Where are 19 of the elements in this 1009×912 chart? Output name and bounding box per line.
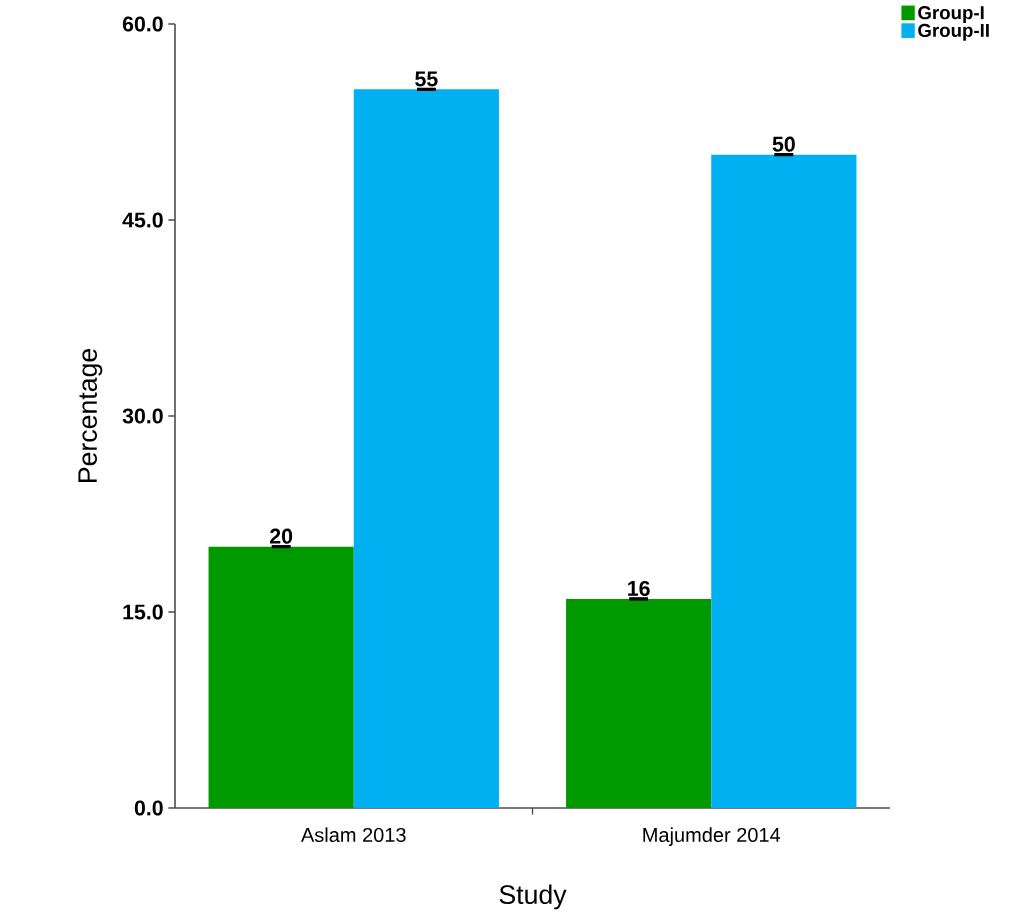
y-tick-label: 0.0: [134, 800, 163, 816]
x-tick-label: Aslam 2013: [300, 827, 406, 843]
y-axis-title: Percentage: [78, 349, 103, 482]
data-label: 55: [415, 71, 438, 87]
legend-label: Group-II: [918, 23, 989, 41]
x-tick-label: Majumder 2014: [643, 827, 781, 846]
data-label: 16: [628, 580, 650, 596]
bar: [711, 154, 857, 808]
y-tick-label: 45.0: [122, 212, 163, 228]
bar: [566, 598, 712, 808]
y-tick-label: 60.0: [122, 16, 163, 32]
data-label: 50: [772, 136, 795, 152]
y-tick-label: 30.0: [122, 408, 163, 424]
y-tick-label: 15.0: [123, 604, 163, 620]
bar: [353, 89, 499, 808]
x-axis-title: Study: [499, 884, 567, 910]
data-label: 20: [270, 528, 293, 544]
bar: [208, 546, 354, 808]
legend-label: Group-I: [918, 6, 984, 23]
